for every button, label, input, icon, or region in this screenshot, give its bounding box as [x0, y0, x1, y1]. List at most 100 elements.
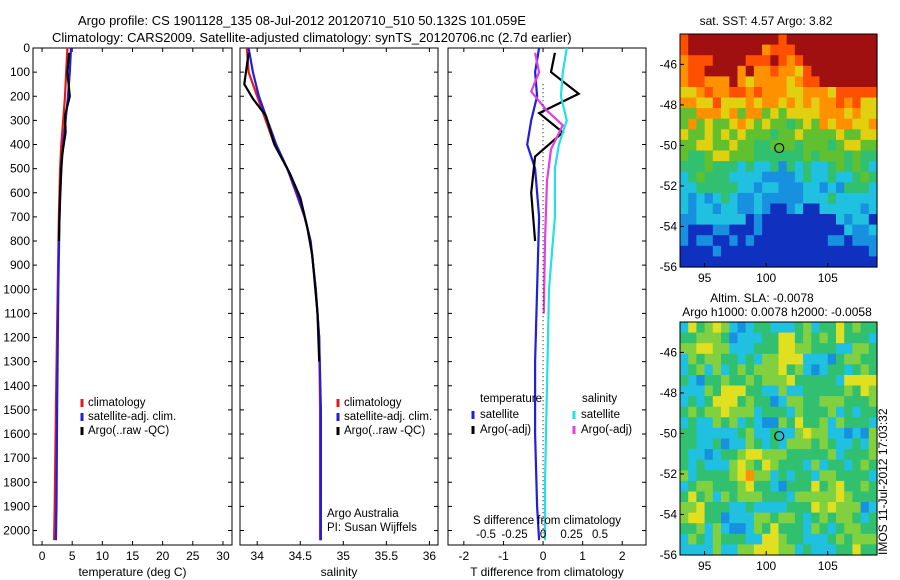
sst_map-cell	[680, 203, 689, 215]
sla_map-cell	[712, 512, 722, 524]
salinity-xtick-label: 35.5	[375, 549, 399, 563]
sla_map-cell	[786, 470, 796, 482]
sst_map-cell	[762, 129, 771, 141]
sla_map-cell	[688, 417, 697, 429]
sla_map-cell	[762, 544, 771, 556]
sla_map-cell	[836, 396, 845, 408]
sst_map-cell	[827, 161, 837, 173]
sla_map-cell	[827, 322, 837, 334]
sst_map-cell	[794, 34, 804, 46]
sla_map-cell	[688, 396, 697, 408]
temperature-ytick-label: 1800	[3, 475, 30, 489]
sla_map-cell	[770, 512, 780, 524]
sst_map-cell	[696, 76, 706, 88]
sst_map-cell	[860, 129, 870, 141]
sst_map-cell	[721, 44, 730, 56]
sla_map-cell	[860, 353, 870, 365]
sst_map-cell	[860, 224, 870, 236]
sla_map-cell	[721, 343, 730, 355]
sst_map-cell	[852, 97, 862, 109]
temperature-ytick-label: 400	[10, 138, 30, 152]
sla_map-cell	[778, 491, 788, 503]
sla_map-cell	[860, 449, 870, 461]
sla_map-cell	[868, 406, 878, 418]
sla_map-cell	[680, 470, 689, 482]
sla_map-cell	[729, 417, 739, 429]
sst_map-cell	[704, 235, 714, 247]
sla_map-cell	[819, 332, 829, 344]
sst_map-cell	[803, 87, 812, 99]
sst_map-cell	[737, 224, 747, 236]
sst_map-cell	[819, 97, 829, 109]
sst_map-cell	[704, 214, 714, 226]
sla_map-cell	[680, 364, 689, 376]
sla_map-cell	[745, 491, 755, 503]
temperature-ytick-label: 1300	[3, 355, 30, 369]
sst_map-cell	[860, 214, 870, 226]
sla_map-cell	[729, 438, 739, 450]
sst_map-cell	[852, 34, 862, 46]
sla_map-cell	[680, 449, 689, 461]
sst_map-cell	[770, 139, 780, 152]
sst_map-cell	[794, 245, 804, 257]
sst_map-cell	[680, 34, 689, 46]
sst_map-cell	[737, 203, 747, 215]
sla_map-cell	[696, 406, 706, 418]
sst_map-cell	[827, 118, 837, 130]
sla_map-cell	[844, 449, 853, 461]
sst_map-cell	[827, 87, 837, 99]
sst_map-cell	[680, 118, 689, 130]
sla_map-cell	[778, 449, 788, 461]
sst_map-cell	[868, 97, 878, 109]
sla_map-cell	[827, 449, 837, 461]
sla_map-cell	[827, 512, 837, 524]
sla_map-cell	[844, 375, 853, 387]
sla_map-cell	[786, 533, 796, 545]
sla_map-cell	[762, 449, 771, 461]
salinity-xtick-label: 35	[337, 549, 351, 563]
sst_map-cell	[852, 161, 862, 173]
sst_map-cell	[729, 235, 739, 247]
sst_map-cell	[721, 192, 730, 205]
sst_map-cell	[827, 203, 837, 215]
sla_map-cell	[721, 385, 730, 397]
sst_map-cell	[778, 150, 788, 162]
sst_map-cell	[852, 203, 862, 215]
sst_map-cell	[778, 171, 788, 183]
sst_map-cell	[844, 118, 853, 130]
sla_map-cell	[786, 459, 796, 471]
sla_map-cell	[803, 417, 812, 429]
sla_map-cell	[770, 502, 780, 514]
sst_map-cell	[696, 171, 706, 183]
temperature-xtick-label: 0	[39, 549, 46, 563]
sst_map-cell	[721, 87, 730, 99]
sst_map-cell	[762, 245, 771, 257]
sst_map-cell	[786, 108, 796, 120]
sst_map-cell	[852, 256, 862, 268]
sla_map-cell	[836, 322, 845, 334]
sla_map-cell	[688, 459, 697, 471]
sst_map-cell	[803, 182, 812, 194]
sla_map-cell	[860, 438, 870, 450]
sla_map-cell	[827, 385, 837, 397]
sla_map-cell	[688, 502, 697, 514]
sla_map-cell	[819, 385, 829, 397]
sst_map-cell	[852, 76, 862, 88]
sla_map-cell	[762, 459, 771, 471]
sla_map-cell	[762, 512, 771, 524]
sst_map-cell	[737, 76, 747, 88]
sst_map-cell	[868, 55, 878, 67]
sla_map-cell	[778, 533, 788, 545]
sst_map-cell	[762, 214, 771, 226]
sst_map-cell	[811, 108, 821, 120]
sst_map-cell	[712, 34, 722, 46]
sst_map-cell	[852, 171, 862, 183]
sst_map-cell	[827, 129, 837, 141]
sla_map-cell	[770, 375, 780, 387]
sst_map-cell	[688, 245, 697, 257]
sst_map-cell	[688, 129, 697, 141]
sst_map-cell	[844, 87, 853, 99]
sla_map-cell	[819, 502, 829, 514]
sla_map-cell	[803, 470, 812, 482]
sla_map-cell	[753, 406, 763, 418]
